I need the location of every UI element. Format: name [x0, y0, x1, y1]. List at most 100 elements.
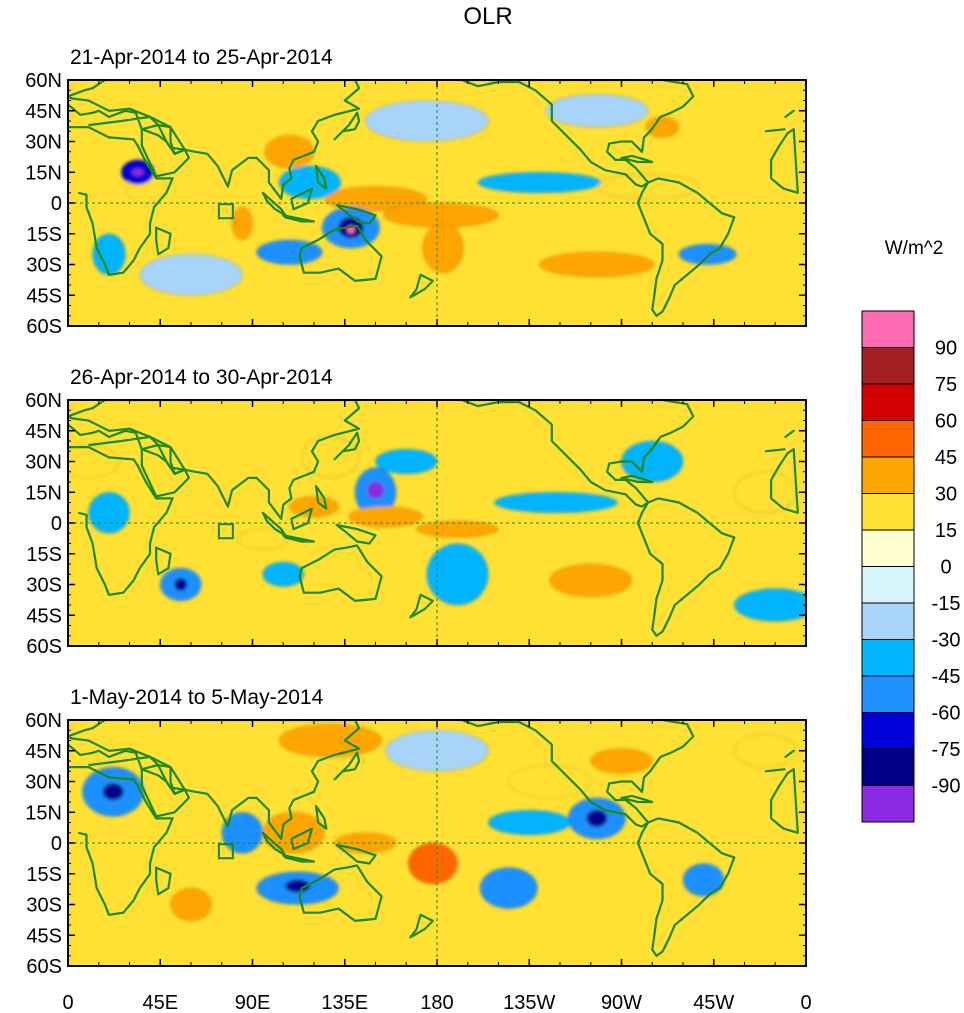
olr-anomaly: [364, 100, 489, 142]
coastline: [140, 768, 190, 818]
olr-map-panel: 26-Apr-2014 to 30-Apr-2014 60N 45N 30N 15N 0 1…: [25, 366, 807, 658]
colorbar-level-label: -45: [932, 666, 961, 688]
lon-tick-label: 0: [800, 992, 811, 1013]
lat-tick-label: 30S: [26, 575, 62, 597]
olr-map-panel: 1-May-2014 to 5-May-2014 60N 45N 30N 15N 0 15S…: [25, 686, 811, 1013]
colorbar-swatch: [861, 748, 915, 786]
coastline: [261, 191, 287, 217]
olr-anomaly: [508, 764, 592, 799]
coastline: [282, 214, 316, 223]
coastline: [409, 593, 434, 619]
lon-tick-label: 90W: [601, 992, 642, 1013]
olr-anomaly: [264, 135, 315, 169]
coastline: [68, 80, 361, 200]
olr-anomaly: [487, 809, 571, 836]
panel-date-range: 26-Apr-2014 to 30-Apr-2014: [70, 366, 333, 389]
olr-anomaly: [494, 491, 618, 514]
lat-tick-label: 60N: [25, 390, 62, 412]
lon-tick-label: 0: [62, 992, 73, 1013]
olr-anomaly: [545, 94, 649, 128]
coastlines: [68, 400, 799, 637]
coastline: [290, 507, 313, 531]
lat-tick-label: 30N: [25, 772, 62, 794]
coastline: [333, 111, 361, 141]
olr-anomaly: [366, 481, 384, 499]
region-box-marker: [217, 523, 234, 540]
olr-anomaly: [289, 496, 339, 518]
coastline: [335, 843, 377, 865]
coastline: [620, 794, 654, 804]
lat-tick-label: 15N: [25, 482, 62, 504]
figure-title: OLR: [463, 3, 512, 30]
colorbar-swatch: [861, 602, 915, 640]
lat-tick-label: 0: [51, 513, 62, 535]
coastline: [620, 474, 654, 484]
olr-anomaly: [102, 783, 124, 801]
olr-anomaly: [422, 223, 464, 274]
olr-anomaly: [479, 867, 538, 909]
lat-tick-label: 15S: [26, 864, 62, 886]
coastline: [335, 523, 377, 545]
coastline: [68, 400, 361, 520]
coastlines: [68, 80, 799, 317]
coastline: [68, 720, 361, 840]
olr-anomaly: [426, 543, 489, 606]
coastline: [68, 446, 799, 596]
lon-tick-label: 45W: [693, 992, 734, 1013]
colorbar-level-label: -15: [932, 593, 961, 615]
coastline: [155, 546, 172, 576]
colorbar-level-label: 0: [940, 557, 951, 579]
coastline: [636, 497, 736, 637]
coastline: [298, 864, 383, 922]
colorbar-level-label: 60: [935, 411, 957, 433]
olr-anomaly: [88, 491, 130, 534]
colorbar-level-label: -30: [932, 630, 961, 652]
coastline: [68, 103, 795, 155]
lat-tick-label: 0: [51, 833, 62, 855]
colorbar-legend: W/m^2 90 75 60 45 30 15 0 -15 -30 -45 -60 -75 -90: [861, 238, 961, 823]
coastline: [68, 743, 795, 795]
region-box-marker: [217, 203, 234, 220]
colorbar-level-label: -75: [932, 739, 961, 761]
coastline: [636, 817, 736, 957]
olr-anomaly: [586, 809, 608, 827]
panel-date-range: 1-May-2014 to 5-May-2014: [70, 686, 324, 709]
colorbar-level-label: 45: [935, 447, 957, 469]
lat-tick-label: 45S: [26, 925, 62, 947]
coastline: [409, 273, 434, 299]
olr-anomaly: [733, 588, 806, 622]
colorbar-swatch: [861, 529, 915, 567]
olr-anomaly: [477, 171, 602, 194]
lat-tick-label: 15N: [25, 802, 62, 824]
coastline: [261, 511, 287, 537]
coastline: [68, 126, 799, 276]
lon-tick-label: 45E: [142, 992, 178, 1013]
olr-anomaly: [682, 863, 725, 897]
olr-anomaly: [262, 561, 305, 587]
lat-tick-label: 45S: [26, 605, 62, 627]
colorbar-swatch: [861, 347, 915, 385]
lat-tick-label: 60S: [26, 636, 62, 658]
olr-anomaly: [131, 167, 145, 177]
olr-anomaly: [231, 206, 253, 241]
coastline: [315, 485, 328, 510]
olr-anomaly: [733, 734, 797, 768]
coastlines: [68, 720, 799, 957]
lat-tick-label: 30N: [25, 132, 62, 154]
lon-tick-label: 180: [420, 992, 453, 1013]
panel-date-range: 21-Apr-2014 to 25-Apr-2014: [70, 46, 333, 69]
colorbar-swatch: [861, 493, 915, 531]
olr-anomaly: [645, 116, 680, 138]
lat-tick-label: 45N: [25, 101, 62, 123]
lat-tick-label: 30S: [26, 255, 62, 277]
olr-anomaly: [733, 471, 797, 514]
coastline: [315, 805, 328, 830]
olr-anomaly: [590, 748, 653, 774]
colorbar-unit-label: W/m^2: [885, 238, 944, 259]
coastline: [298, 224, 383, 282]
coastline: [335, 204, 377, 225]
lat-tick-label: 45S: [26, 285, 62, 307]
olr-anomaly: [375, 448, 438, 475]
coastline: [333, 751, 361, 781]
